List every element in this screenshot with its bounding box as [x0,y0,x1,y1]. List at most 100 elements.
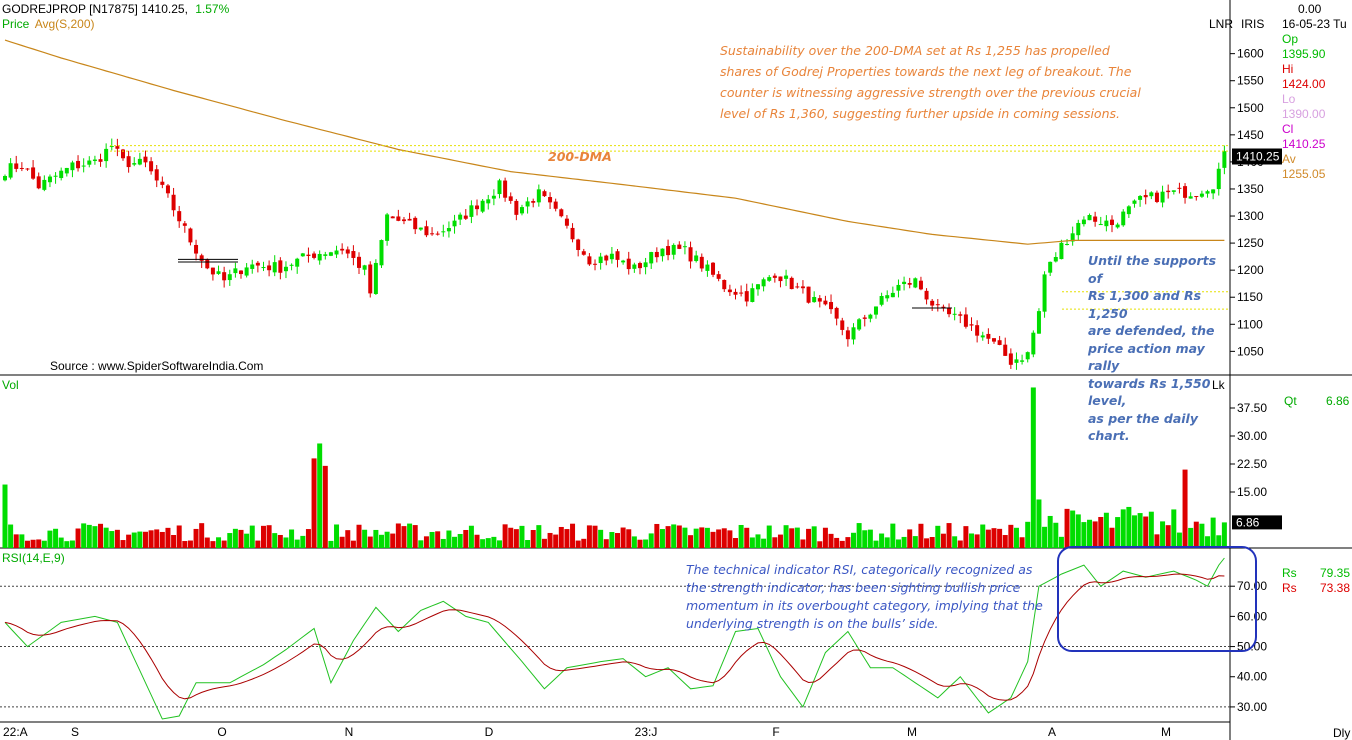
info-date: 16-05-23 Tu [1282,17,1347,31]
volume-bar [182,541,188,548]
volume-bar [615,533,620,548]
candle [205,259,210,269]
candle [829,302,834,310]
rsi-signal-line [4,573,1225,701]
price-tick-label: 1200 [1237,263,1264,277]
volume-bar [822,527,828,548]
volume-bar [126,534,132,548]
volume-bar [688,535,694,548]
candle [452,220,457,227]
candle [694,255,699,262]
candle [272,262,277,273]
candle [98,159,103,162]
volume-bar [755,534,761,548]
candle [621,260,626,263]
candle [778,276,783,282]
volume-bar [1053,522,1059,548]
candle [441,231,446,233]
volume-bar [463,529,469,548]
volume-tick-label: 30.00 [1237,429,1267,443]
lnr-label[interactable]: LNR [1209,17,1234,31]
rsi-tick-label: 60.00 [1237,609,1267,623]
candle [188,228,193,243]
volume-bar [277,534,283,548]
last-price-label: 1410.25 [1236,149,1280,163]
iris-label[interactable]: IRIS [1241,17,1265,31]
volume-bar [305,529,311,548]
price-tick-label: 1350 [1237,182,1264,196]
candle [890,292,895,298]
candle [194,244,199,254]
candle [587,256,592,265]
volume-bar [1064,508,1070,548]
volume-bar [345,530,351,548]
volume-bar [423,536,429,548]
volume-bar [53,528,59,548]
volume-bar [142,531,148,548]
candle [396,216,401,221]
candle [216,271,221,274]
candle [289,264,294,266]
volume-bar [901,536,907,548]
candle [491,195,496,199]
volume-bar [873,540,879,548]
volume-bar [407,523,413,548]
candle [497,180,502,195]
volume-unit: Lk [1212,378,1225,392]
candle [154,169,159,181]
candle [463,215,468,219]
volume-bar [480,539,486,548]
candle [92,159,97,162]
volume-bar [187,540,193,548]
volume-bar [985,529,991,548]
candle [1031,332,1036,355]
volume-bar [221,540,227,548]
candle [598,256,603,264]
support-annotation-line: Rs 1,300 and Rs 1,250 [1088,288,1202,321]
volume-tick-label: 15.00 [1237,485,1267,499]
candle [104,148,109,162]
price-tick-label: 1150 [1237,290,1263,304]
candle [885,295,890,299]
volume-bar [216,537,222,548]
candle [42,179,47,190]
candle [548,197,553,203]
candle [1205,191,1210,194]
volume-label: Vol [2,378,19,392]
volume-bar [238,529,244,548]
candle [688,247,693,262]
candle [986,333,991,339]
candle [222,272,227,281]
candle [81,165,86,167]
volume-bar [547,532,553,548]
candle [1126,206,1131,215]
volume-bar [761,538,767,548]
candle [317,253,322,261]
volume-bar [468,525,474,548]
candle [879,295,884,305]
rsi-values: Rs 79.35 Rs 73.38 [1282,566,1352,596]
candle [1048,261,1053,273]
candle [1087,215,1092,221]
candle [59,170,64,179]
volume-bar [362,529,368,548]
volume-bar [643,539,649,548]
overlay-name: Avg(S,200) [34,17,95,31]
volume-bar [586,525,592,548]
candle [514,200,519,215]
candle [935,304,940,306]
candle [199,255,204,261]
candle [800,286,805,289]
volume-bar [1019,537,1025,548]
volume-bar [721,528,727,548]
x-axis-label: M [1161,725,1171,739]
volume-bar [1154,534,1160,548]
candle [969,324,974,326]
candle [261,267,266,269]
candle [851,327,856,340]
candle [87,160,92,165]
volume-bar [738,524,744,548]
candle [862,317,867,319]
candle [1025,352,1030,360]
